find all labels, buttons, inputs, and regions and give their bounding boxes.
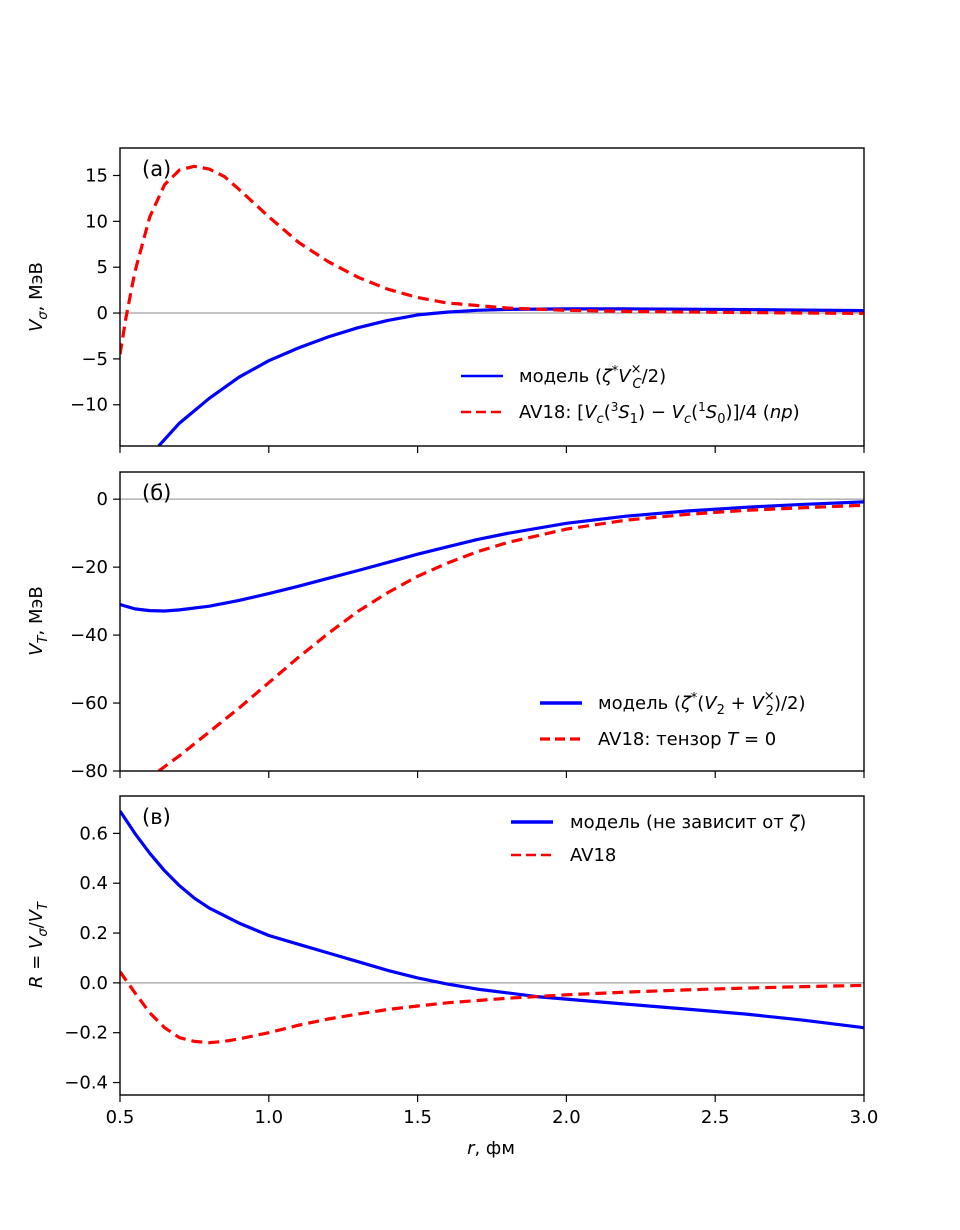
y-tick-label: −5 (81, 349, 108, 370)
y-tick-label: −0.2 (64, 1023, 108, 1044)
y-tick-label: 0.0 (79, 973, 108, 994)
y-tick-label: −80 (70, 761, 108, 782)
y-tick-label: 10 (85, 211, 108, 232)
legend-text-model: модель (ζ*(V2 + V× 2)/2) (598, 689, 806, 719)
y-tick-label: −40 (70, 625, 108, 646)
x-tick-label: 1.0 (254, 1107, 283, 1128)
axes-frame (119, 471, 865, 772)
y-tick-label: −0.4 (64, 1073, 108, 1094)
panel-b: −80 −60 −40 −20 0 (б) VT, МэВ модель (ζ*(V2 … (26, 471, 865, 782)
x-tick-label: 2.0 (552, 1107, 581, 1128)
y-tick-label: 0.2 (79, 923, 108, 944)
panel-label: (в) (142, 805, 171, 829)
panel-label: (б) (142, 481, 171, 505)
y-tick-label: 0.6 (79, 823, 108, 844)
axes-frame (119, 147, 865, 447)
x-tick-label: 2.5 (701, 1107, 730, 1128)
y-tick-label: 5 (97, 257, 108, 278)
av18-series-line (157, 503, 864, 771)
x-tick-label: 1.5 (403, 1107, 432, 1128)
y-axis-label: R = Vσ/VT (26, 901, 51, 988)
panel-a: −10 −5 0 5 10 15 (а) Vσ, МэВ модель (ζ*V× C/2)… (26, 147, 865, 453)
y-axis-label: VT, МэВ (26, 586, 51, 655)
av18-series-line (120, 164, 864, 355)
x-tick-label: 0.5 (106, 1107, 135, 1128)
y-tick-label: −10 (70, 395, 108, 416)
y-axis-label: Vσ, МэВ (26, 262, 51, 332)
model-series-line (120, 810, 864, 1030)
y-tick-label: −60 (70, 693, 108, 714)
y-tick-label: 0 (97, 489, 108, 510)
axes-frame (119, 795, 865, 1096)
x-tick-label: 3.0 (850, 1107, 879, 1128)
y-tick-label: 0.4 (79, 873, 108, 894)
legend-text-av18: AV18 (570, 845, 616, 866)
panel-label: (а) (142, 157, 171, 181)
av18-series-line (120, 970, 864, 1045)
legend-text-av18: AV18: [Vc(3S1) − Vc(1S0)]/4 (np) (519, 400, 800, 427)
legend: модель (ζ*(V2 + V× 2)/2) AV18: тензор T =… (540, 689, 806, 750)
model-series-line (120, 500, 864, 613)
x-axis-label: r, фм (467, 1138, 515, 1159)
model-series-line (157, 307, 864, 446)
y-tick-label: −20 (70, 557, 108, 578)
legend: модель (не зависит от ζ) AV18 (511, 812, 806, 866)
legend: модель (ζ*V× C/2) AV18: [Vc(3S1) − Vc(1S0… (461, 362, 800, 427)
legend-text-model: модель (не зависит от ζ) (570, 812, 806, 833)
legend-text-av18: AV18: тензор T = 0 (598, 729, 776, 750)
panel-c: −0.4−0.20.00.20.40.6 0.5 1.0 1.5 2.0 2.5 3.0 … (26, 795, 879, 1159)
y-tick-label: 15 (85, 166, 108, 187)
y-tick-label: 0 (97, 303, 108, 324)
legend-text-model: модель (ζ*V× C/2) (519, 362, 666, 392)
